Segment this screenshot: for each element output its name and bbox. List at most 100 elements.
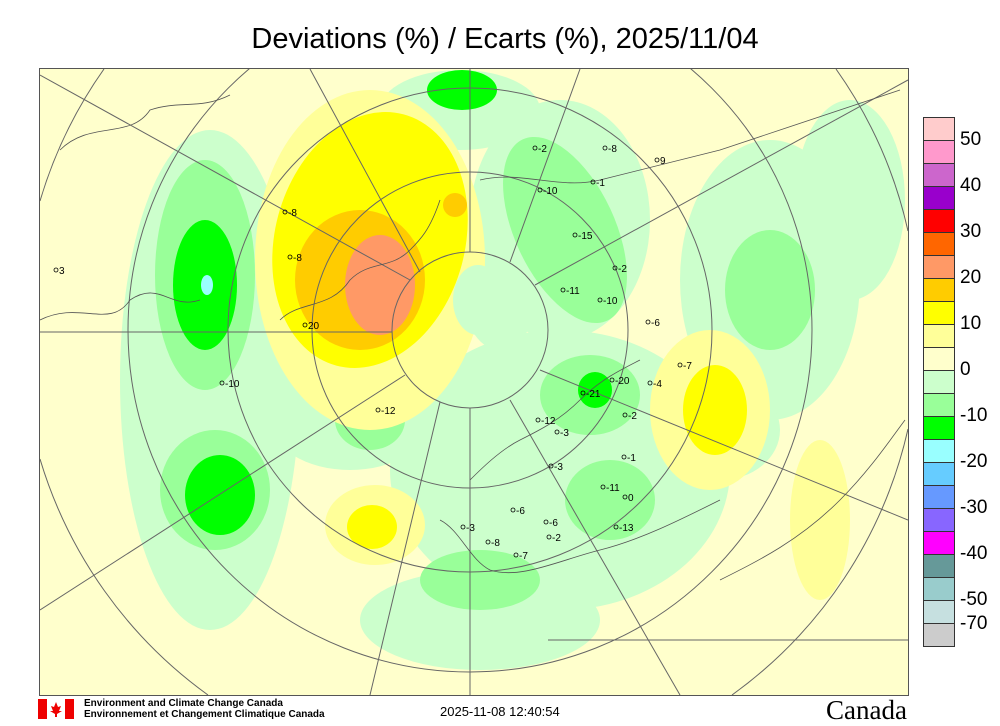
station-value: -11 xyxy=(566,286,580,297)
legend-swatch xyxy=(923,278,955,302)
station-marker xyxy=(645,319,651,325)
station-marker xyxy=(612,265,618,271)
station-marker xyxy=(677,362,683,368)
station-markers: -2 -89-1-10-15-2-11-10-6-7-20-21-4-2-12-1… xyxy=(53,144,692,562)
legend-swatch xyxy=(923,577,955,601)
deviation-map: -2 -8 9 -1 -10 -15 -2 -11 -10 -6 -7 -20 -21 -4 -2 -12 -1… xyxy=(39,68,909,696)
station-value: -2 xyxy=(552,533,561,544)
station-marker xyxy=(287,254,293,260)
station-marker xyxy=(302,322,308,328)
station-value: -10 xyxy=(603,296,618,307)
station-marker xyxy=(532,145,538,151)
legend-swatch xyxy=(923,255,955,279)
station-marker xyxy=(560,287,566,293)
station-value: 0 xyxy=(628,493,634,504)
legend-swatch xyxy=(923,393,955,417)
station-value: -2 xyxy=(618,264,627,275)
legend-swatch xyxy=(923,347,955,371)
legend-swatch xyxy=(923,600,955,624)
legend-label: -50 xyxy=(960,589,988,610)
station-value: -7 xyxy=(519,551,528,562)
station-marker xyxy=(219,380,225,386)
legend-swatch xyxy=(923,186,955,210)
legend-swatch xyxy=(923,209,955,233)
legend-label: 30 xyxy=(960,221,982,242)
map-svg: -2 -89-1-10-15-2-11-10-6-7-20-21-4-2-12-1… xyxy=(40,69,908,695)
station-marker xyxy=(580,390,586,396)
station-marker xyxy=(375,407,381,413)
station-marker xyxy=(613,524,619,530)
legend-label: 40 xyxy=(960,175,982,196)
station-marker xyxy=(548,463,554,469)
canada-flag-icon xyxy=(38,699,74,719)
station-value: -2 xyxy=(538,144,547,155)
legend-swatch xyxy=(923,508,955,532)
legend-swatch xyxy=(923,232,955,256)
station-marker xyxy=(460,524,466,530)
legend-swatch xyxy=(923,623,955,647)
station-value: -6 xyxy=(516,506,525,517)
timestamp: 2025-11-08 12:40:54 xyxy=(440,704,560,719)
legend-label: 50 xyxy=(960,129,982,150)
canada-wordmark: Canada xyxy=(826,695,907,725)
contour-minus15-to-minus20 xyxy=(201,275,213,295)
org-name-fr: Environnement et Changement Climatique C… xyxy=(84,709,325,720)
station-marker xyxy=(543,519,549,525)
legend-label: 0 xyxy=(960,359,971,380)
polar-grid xyxy=(40,69,908,695)
station-value: -12 xyxy=(541,416,556,427)
station-marker xyxy=(647,380,653,386)
station-marker xyxy=(609,377,615,383)
legend-swatch xyxy=(923,462,955,486)
station-value: -3 xyxy=(560,428,569,439)
legend-swatch xyxy=(923,301,955,325)
station-value: -21 xyxy=(586,389,601,400)
station-marker xyxy=(590,179,596,185)
station-value: -8 xyxy=(608,144,617,155)
station-value: -10 xyxy=(225,379,240,390)
station-marker xyxy=(537,187,543,193)
station-marker xyxy=(485,539,491,545)
station-marker xyxy=(572,232,578,238)
station-value: -8 xyxy=(293,253,302,264)
station-marker xyxy=(546,534,552,540)
station-value: -11 xyxy=(606,483,620,494)
station-value: -8 xyxy=(491,538,500,549)
legend-swatch xyxy=(923,531,955,555)
legend-swatch xyxy=(923,140,955,164)
legend-label: 20 xyxy=(960,267,982,288)
station-value: 9 xyxy=(660,156,666,167)
station-value: -3 xyxy=(466,523,475,534)
station-value: -4 xyxy=(653,379,662,390)
legend-swatch xyxy=(923,554,955,578)
legend-label: -20 xyxy=(960,451,988,472)
station-marker xyxy=(535,417,541,423)
station-marker xyxy=(282,209,288,215)
station-marker xyxy=(622,412,628,418)
station-value: -8 xyxy=(288,208,297,219)
station-marker xyxy=(510,507,516,513)
contour-15-to-20 xyxy=(345,235,415,335)
legend-swatch xyxy=(923,117,955,141)
station-marker xyxy=(597,297,603,303)
station-value: -10 xyxy=(543,186,558,197)
legend-label: -30 xyxy=(960,497,988,518)
color-legend: 50 40 30 20 10 0 -10 -20 -30 -40 -50 -70 xyxy=(923,117,987,647)
station-value: -6 xyxy=(549,518,558,529)
station-value: -6 xyxy=(651,318,660,329)
station-marker xyxy=(602,145,608,151)
legend-swatch xyxy=(923,163,955,187)
station-value: -1 xyxy=(596,178,605,189)
station-marker xyxy=(654,157,660,163)
station-value: -20 xyxy=(615,376,630,387)
station-marker xyxy=(513,552,519,558)
org-name-en: Environment and Climate Change Canada xyxy=(84,698,283,709)
station-value: 3 xyxy=(59,266,65,277)
legend-swatch xyxy=(923,485,955,509)
legend-swatch xyxy=(923,416,955,440)
station-marker xyxy=(600,484,606,490)
map-title: Deviations (%) / Ecarts (%), 2025/11/04 xyxy=(251,23,759,55)
station-value: -3 xyxy=(554,462,563,473)
station-marker xyxy=(53,267,59,273)
station-marker xyxy=(554,429,560,435)
